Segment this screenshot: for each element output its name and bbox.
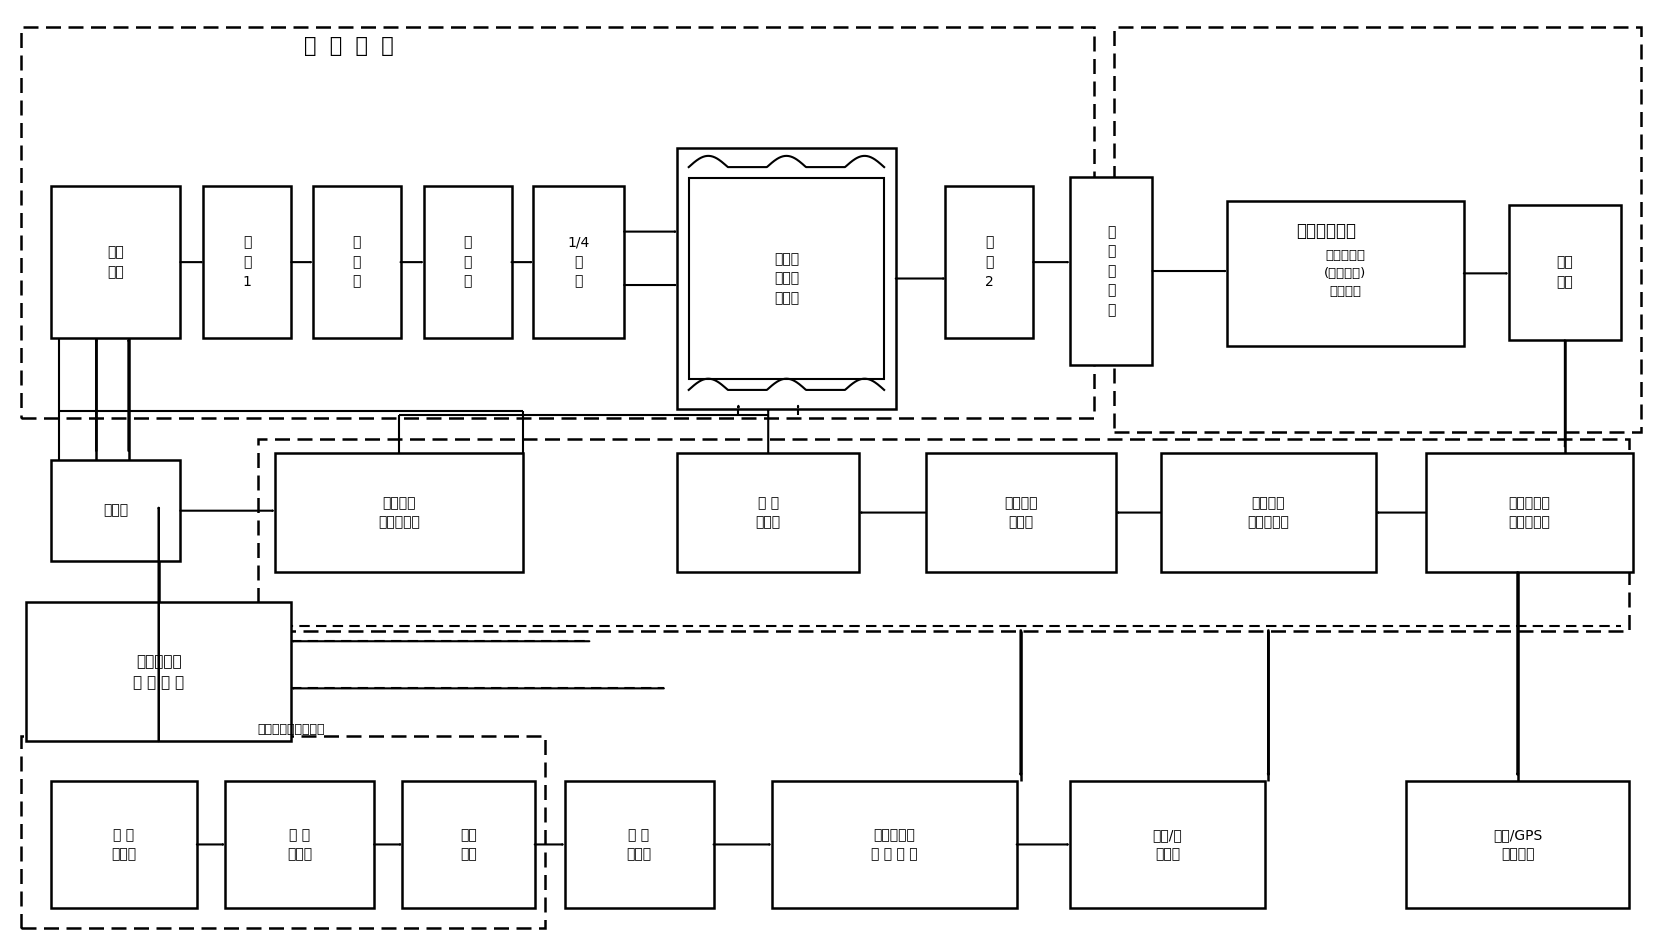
Text: 嵌入式处理
终 端 模 块: 嵌入式处理 终 端 模 块 xyxy=(871,827,917,861)
Bar xyxy=(27,603,292,741)
Bar xyxy=(314,186,400,338)
Bar xyxy=(22,26,1095,418)
Bar xyxy=(275,453,523,573)
Bar xyxy=(51,460,181,562)
Bar xyxy=(946,186,1034,338)
Text: 缓 冲
放大器: 缓 冲 放大器 xyxy=(755,496,781,530)
Text: 射频源: 射频源 xyxy=(103,503,128,517)
Text: 物  理  系  统: 物 理 系 统 xyxy=(304,37,395,56)
Text: 模 数
转换器: 模 数 转换器 xyxy=(627,827,652,861)
Text: 前置
放大: 前置 放大 xyxy=(1556,255,1573,289)
Text: 磁阻传感器测磁模块: 磁阻传感器测磁模块 xyxy=(257,723,325,736)
Bar xyxy=(688,178,884,378)
Text: 数控有源
移相器: 数控有源 移相器 xyxy=(1004,496,1037,530)
Bar xyxy=(51,781,197,908)
Bar xyxy=(226,781,373,908)
Text: 磁 阻
传感器: 磁 阻 传感器 xyxy=(111,827,136,861)
Bar xyxy=(1508,205,1621,340)
Bar xyxy=(204,186,292,338)
Text: 1/4
玻
片: 1/4 玻 片 xyxy=(567,236,589,288)
Bar xyxy=(259,439,1629,630)
Text: 分波段无源
带通滤波器: 分波段无源 带通滤波器 xyxy=(1508,496,1550,530)
Bar xyxy=(1228,201,1463,346)
Bar xyxy=(1161,453,1375,573)
Bar xyxy=(1115,26,1641,432)
Bar xyxy=(1070,781,1266,908)
Text: 偏
振
片: 偏 振 片 xyxy=(463,236,471,288)
Text: 仪 表
放大器: 仪 表 放大器 xyxy=(287,827,312,861)
Bar xyxy=(401,781,534,908)
Text: 通信/显
示终端: 通信/显 示终端 xyxy=(1153,827,1183,861)
Bar xyxy=(771,781,1017,908)
Bar xyxy=(564,781,713,908)
Text: 无磁效应
恒温控制器: 无磁效应 恒温控制器 xyxy=(378,496,420,530)
Bar xyxy=(1405,781,1629,908)
Bar xyxy=(51,186,181,338)
Text: 拉莫尔信号
测 量 模 块: 拉莫尔信号 测 量 模 块 xyxy=(133,654,184,690)
Text: 放大器与
数控衰减器: 放大器与 数控衰减器 xyxy=(1248,496,1289,530)
Bar xyxy=(533,186,624,338)
Bar xyxy=(926,453,1117,573)
Bar xyxy=(22,736,544,929)
Text: 铯样品
吸收泡
恒温室: 铯样品 吸收泡 恒温室 xyxy=(773,252,800,305)
Text: 自激振荡模块: 自激振荡模块 xyxy=(1296,222,1357,239)
Text: 透
镜
2: 透 镜 2 xyxy=(985,236,994,288)
Bar xyxy=(423,186,511,338)
Bar xyxy=(677,453,859,573)
Text: 滤
光
片: 滤 光 片 xyxy=(352,236,362,288)
Text: 铯光
谱灯: 铯光 谱灯 xyxy=(108,245,124,279)
Text: 透
镜
1: 透 镜 1 xyxy=(242,236,252,288)
Text: 低噪声光电
(场效应管)
转换电路: 低噪声光电 (场效应管) 转换电路 xyxy=(1324,249,1367,298)
Bar xyxy=(1070,177,1153,364)
Text: 光
电
探
测
器: 光 电 探 测 器 xyxy=(1107,225,1115,317)
Text: 北斗/GPS
定位模块: 北斗/GPS 定位模块 xyxy=(1493,827,1543,861)
Text: 电压
基准: 电压 基准 xyxy=(460,827,476,861)
Bar xyxy=(1425,453,1632,573)
Bar xyxy=(677,148,896,408)
